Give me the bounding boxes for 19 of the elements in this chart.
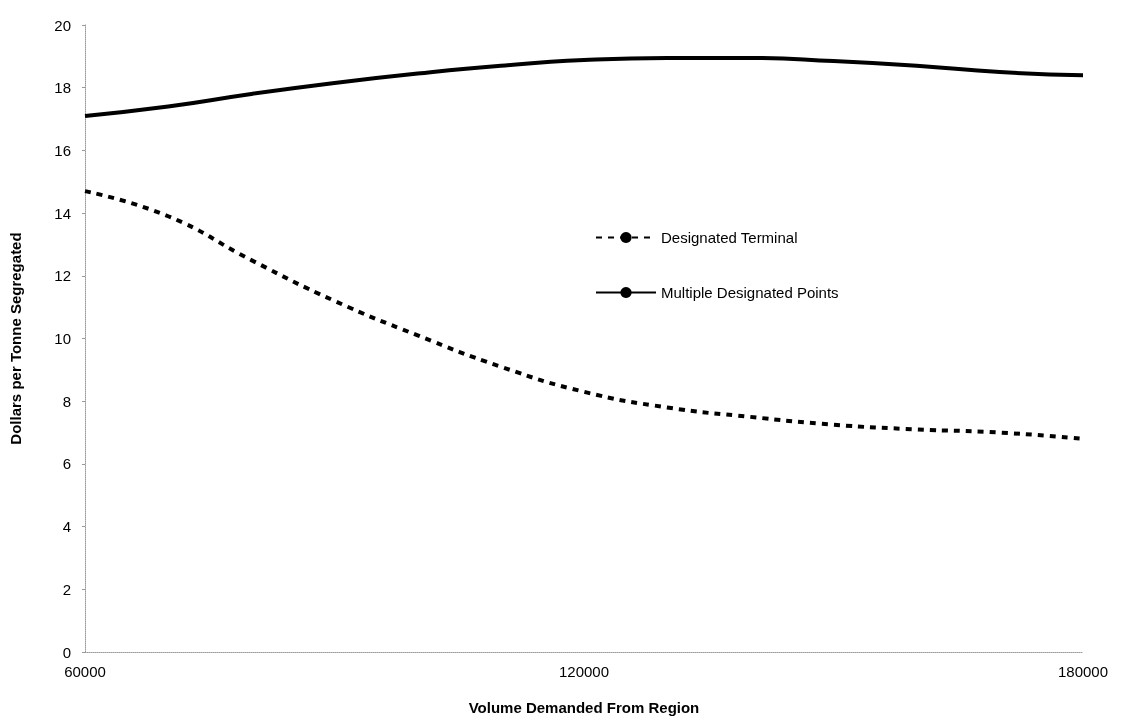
y-tick-label: 2 (62, 580, 71, 598)
line-series (83, 55, 1085, 118)
y-tick-label: 14 (54, 204, 71, 222)
y-tick-label: 8 (62, 392, 71, 410)
y-tick-label: 20 (54, 16, 71, 34)
legend-label: Multiple Designated Points (661, 284, 839, 301)
x-tick-label: 180000 (1057, 663, 1109, 680)
y-tick-label: 4 (62, 518, 71, 536)
y-tick-label: 12 (54, 267, 71, 285)
x-axis-title: Volume Demanded From Region (468, 699, 700, 716)
legend-label: Designated Terminal (661, 229, 798, 246)
y-tick-label: 16 (54, 141, 71, 159)
y-axis-title: Dollars per Tonne Segregated (7, 232, 24, 445)
x-tick-label: 60000 (64, 663, 106, 680)
y-tick-label: 0 (62, 643, 71, 661)
y-tick-label: 18 (54, 79, 71, 97)
y-tick-label: 6 (62, 455, 71, 473)
y-tick-label: 10 (54, 330, 71, 347)
x-tick-label: 120000 (558, 663, 610, 680)
